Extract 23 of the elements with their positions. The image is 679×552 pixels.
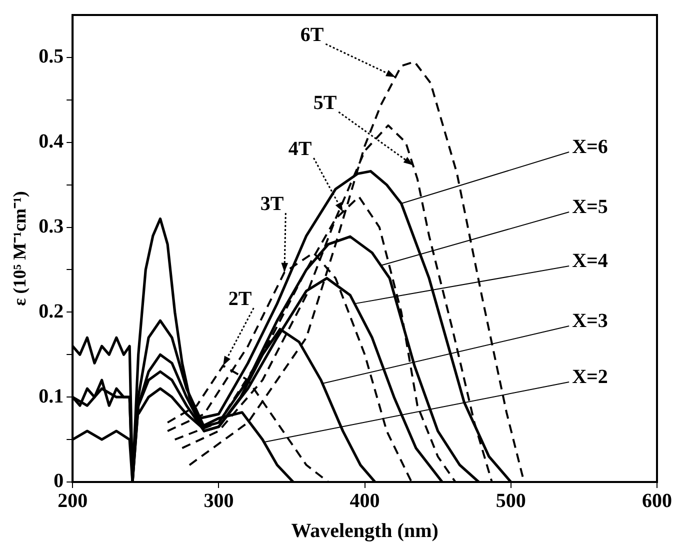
y-tick-label: 0.1 (38, 385, 64, 408)
text: X=3 (572, 310, 608, 332)
text: X=2 (572, 366, 608, 388)
x-axis-title: Wavelength (nm) (291, 520, 438, 542)
text: X=5 (572, 196, 608, 218)
y-tick-label: 0 (54, 470, 64, 492)
text: 6T (300, 24, 324, 46)
x-tick-label: 600 (642, 490, 672, 512)
x-tick-label: 200 (58, 490, 88, 512)
text: 2T (228, 288, 252, 310)
x-tick-label: 500 (496, 490, 526, 512)
x-tick-label: 400 (350, 490, 380, 512)
y-tick-label: 0.5 (38, 46, 64, 68)
text: X=4 (572, 250, 608, 272)
y-tick-label: 0.2 (38, 300, 64, 322)
x-tick-label: 300 (204, 490, 234, 512)
y-tick-label: 0.4 (38, 130, 64, 153)
text: 5T (313, 92, 338, 114)
text: 3T (260, 193, 284, 216)
text: X=6 (572, 136, 608, 158)
text: 4T (288, 138, 312, 160)
y-axis-title: ε (10⁵ M⁻¹cm⁻¹) (9, 191, 30, 306)
y-tick-label: 0.3 (38, 215, 64, 238)
